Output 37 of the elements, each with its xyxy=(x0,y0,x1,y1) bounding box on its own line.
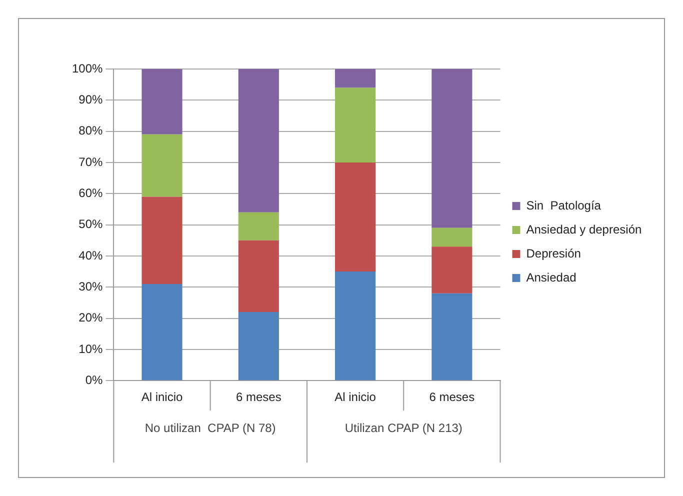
bar xyxy=(238,240,279,312)
bar xyxy=(334,88,376,162)
y-tick-label: 100% xyxy=(72,61,104,76)
bar xyxy=(334,162,376,272)
legend-label: Sin Patología xyxy=(526,198,602,212)
bar xyxy=(238,69,279,212)
y-tick-label: 30% xyxy=(78,279,104,294)
bar xyxy=(432,69,472,228)
bar xyxy=(142,196,182,284)
x-tick-label: 6 meses xyxy=(429,390,475,404)
bar xyxy=(334,272,376,380)
text: No utilizan CPAP (N 78) xyxy=(144,420,276,435)
bar xyxy=(142,69,182,134)
bar xyxy=(432,228,472,247)
bar xyxy=(238,312,279,380)
y-tick-label: 10% xyxy=(78,342,104,356)
y-tick-label: 90% xyxy=(78,92,104,106)
legend-label: Ansiedad xyxy=(526,270,576,284)
y-tick-label: 70% xyxy=(78,154,104,169)
x-tick-label: Al inicio xyxy=(334,390,376,404)
x-tick-label: 6 meses xyxy=(236,390,282,404)
y-tick-label: 50% xyxy=(78,217,104,232)
bar xyxy=(432,246,472,294)
bar xyxy=(238,212,279,240)
legend-label: Ansiedad y depresión xyxy=(526,222,642,236)
bar xyxy=(142,284,182,380)
bar xyxy=(142,134,182,197)
y-tick-label: 80% xyxy=(78,124,104,138)
y-tick-label: 60% xyxy=(78,186,104,200)
y-tick-label: 40% xyxy=(78,248,104,262)
text: Utilizan CPAP (N 213) xyxy=(344,420,462,435)
legend-label: Depresión xyxy=(526,246,581,260)
bar xyxy=(432,293,472,380)
y-tick-label: 20% xyxy=(78,310,104,325)
bar xyxy=(334,69,376,88)
y-tick-label: 0% xyxy=(85,372,104,387)
x-tick-label: Al inicio xyxy=(141,390,184,404)
